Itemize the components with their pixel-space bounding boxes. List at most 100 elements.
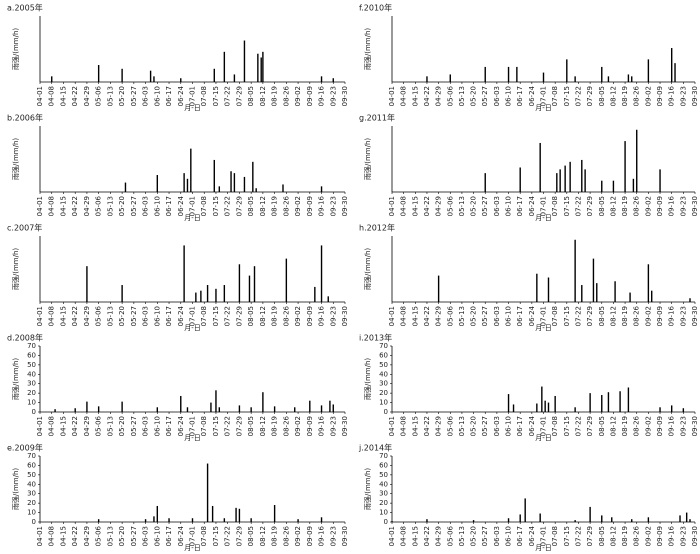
panel-title: b.2006年 (7, 113, 43, 123)
x-tick-label: 07-08 (200, 196, 208, 216)
x-tick-label: 07-08 (551, 196, 559, 216)
x-tick-label: 07-01 (540, 196, 548, 216)
bar (54, 409, 56, 412)
x-tick-label: 08-12 (609, 526, 617, 546)
x-tick-label: 05-27 (130, 306, 138, 326)
x-tick-label: 09-16 (668, 305, 676, 326)
x-tick-label: 08-12 (259, 86, 267, 106)
bar (320, 405, 323, 412)
bar (124, 182, 127, 192)
bar (183, 173, 185, 192)
bar (320, 76, 323, 82)
panel-title: j.2014年 (358, 443, 392, 453)
x-tick-label: 08-26 (282, 525, 290, 546)
x-tick-label: 05-13 (458, 526, 466, 546)
x-tick-label: 05-20 (118, 526, 126, 546)
bar (215, 390, 217, 412)
x-tick-label: 04-29 (83, 306, 91, 326)
x-tick-label: 07-22 (574, 526, 582, 546)
bar (574, 76, 576, 82)
x-axis-label: 月-日 (535, 104, 552, 112)
x-tick-label: 04-08 (400, 416, 408, 436)
x-tick-label: 04-29 (435, 526, 443, 546)
x-tick-label: 09-16 (318, 195, 326, 216)
x-tick-label: 08-12 (259, 526, 267, 546)
x-axis-label: 月-日 (535, 324, 552, 332)
x-tick-label: 07-15 (212, 306, 220, 326)
x-tick-label: 07-15 (212, 416, 220, 436)
x-tick-label: 09-02 (294, 196, 302, 216)
bar (213, 68, 215, 82)
x-tick-label: 07-15 (563, 416, 571, 436)
x-tick-label: 07-22 (574, 86, 582, 106)
x-tick-label: 07-01 (189, 306, 197, 326)
y-tick-label: 40 (27, 480, 36, 488)
x-tick-label: 07-15 (563, 196, 571, 216)
bar (238, 264, 241, 302)
bar (689, 519, 691, 522)
x-tick-label: 08-26 (282, 85, 290, 106)
x-tick-label: 08-26 (633, 305, 641, 326)
y-tick-label: 40 (379, 480, 388, 488)
bar (200, 290, 202, 302)
x-tick-label: 05-13 (458, 86, 466, 106)
y-tick-label: 60 (27, 351, 36, 359)
bar (156, 505, 159, 522)
bar (566, 59, 568, 82)
x-tick-label: 09-09 (306, 306, 314, 326)
x-tick-label: 07-08 (200, 526, 208, 546)
bar (547, 277, 550, 302)
bar (230, 171, 232, 192)
bar (574, 239, 576, 302)
bar (507, 66, 510, 82)
bar (685, 512, 688, 522)
x-tick-label: 04-08 (400, 196, 408, 216)
x-tick-label: 09-02 (644, 306, 652, 326)
bar (121, 285, 123, 302)
x-tick-label: 04-01 (36, 86, 44, 106)
bar (309, 400, 311, 412)
x-tick-label: 05-13 (458, 306, 466, 326)
x-tick-label: 09-30 (341, 416, 349, 436)
bar (682, 408, 685, 412)
x-tick-label: 04-01 (388, 306, 396, 326)
y-tick-label: 70 (27, 452, 36, 460)
bar (647, 517, 650, 522)
x-axis-label: 月-日 (535, 434, 552, 442)
bar (536, 403, 538, 412)
bar (601, 66, 603, 82)
bar (544, 400, 546, 412)
x-tick-label: 07-01 (189, 196, 197, 216)
x-tick-label: 09-02 (644, 416, 652, 436)
bar (679, 515, 681, 522)
x-tick-label: 05-06 (446, 415, 454, 436)
y-tick-label: 40 (379, 370, 388, 378)
x-axis-label: 月-日 (184, 544, 201, 552)
bar (627, 387, 630, 412)
bar (581, 285, 583, 302)
x-tick-label: 09-23 (329, 86, 337, 106)
y-tick-label: 0 (32, 518, 36, 526)
x-tick-label: 06-10 (153, 416, 161, 436)
y-axis-label: 雨强/(mm/h) (12, 248, 20, 291)
y-tick-label: 30 (379, 490, 388, 498)
x-tick-label: 08-05 (247, 416, 255, 436)
y-tick-label: 10 (379, 399, 388, 407)
panel-title: a.2005年 (7, 3, 43, 13)
bar (647, 59, 650, 82)
y-tick-label: 40 (27, 370, 36, 378)
x-tick-label: 07-29 (235, 306, 243, 326)
y-tick-label: 70 (27, 342, 36, 350)
x-tick-label: 08-05 (598, 416, 606, 436)
x-tick-label: 04-15 (59, 306, 67, 326)
bar (651, 290, 653, 302)
bar (153, 516, 155, 522)
x-tick-label: 08-12 (609, 306, 617, 326)
bar (168, 518, 170, 522)
bar (541, 386, 543, 412)
bar (223, 285, 226, 302)
x-tick-label: 09-09 (656, 196, 664, 216)
x-tick-label: 05-20 (118, 416, 126, 436)
bar (238, 405, 241, 412)
x-axis-label: 月-日 (184, 214, 201, 222)
